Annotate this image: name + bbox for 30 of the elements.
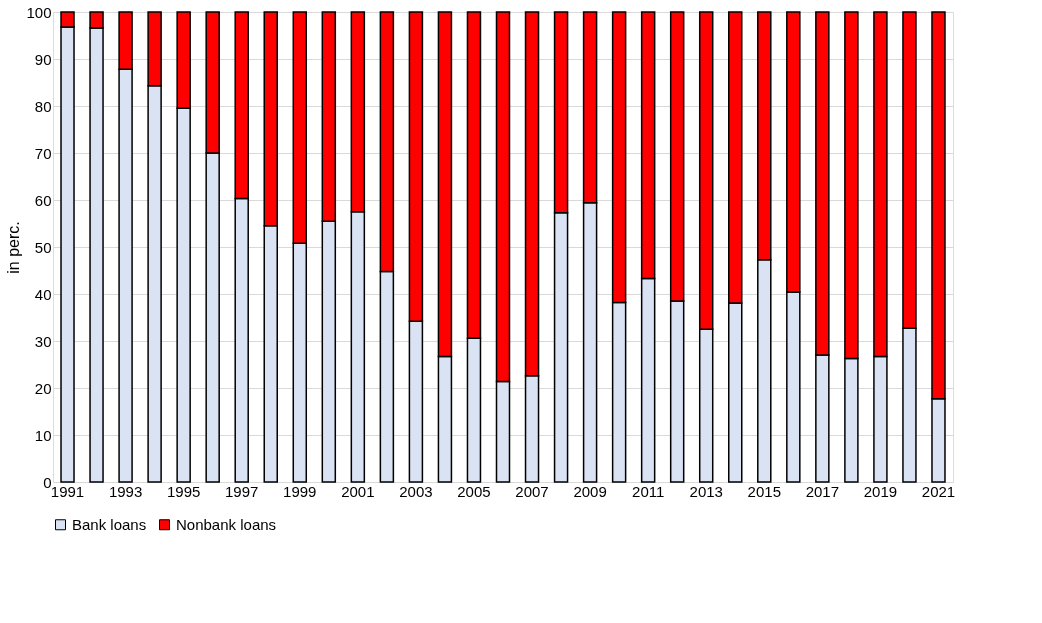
x-tick-label: 2013: [689, 482, 723, 500]
y-tick-label: 50: [34, 238, 52, 256]
x-tick-label: 2021: [921, 482, 956, 500]
legend-label: Nonbank loans: [176, 515, 277, 533]
x-tick-label: 1995: [166, 482, 201, 500]
y-tick-label: 30: [34, 332, 52, 350]
x-tick-label: 2017: [805, 482, 840, 500]
y-tick-label: 70: [34, 144, 52, 162]
y-tick-label: 20: [34, 379, 52, 397]
x-tick-label: 1991: [50, 482, 85, 500]
x-tick-label: 1997: [225, 482, 259, 500]
legend-label: Bank loans: [72, 515, 147, 533]
y-tick-label: 0: [43, 473, 52, 491]
y-tick-label: 60: [34, 191, 52, 209]
x-tick-label: 2003: [399, 482, 433, 500]
x-tick-label: 2011: [632, 482, 665, 500]
x-tick-label: 2007: [515, 482, 549, 500]
x-tick-label: 2009: [573, 482, 607, 500]
x-tick-label: 2015: [747, 482, 781, 500]
y-tick-label: 100: [26, 3, 52, 21]
y-tick-label: 90: [34, 50, 52, 68]
y-tick-label: 80: [34, 97, 52, 115]
x-tick-label: 2005: [457, 482, 491, 500]
x-tick-label: 2001: [341, 482, 375, 500]
y-tick-label: 40: [34, 285, 52, 303]
x-tick-label: 1999: [283, 482, 317, 500]
y-tick-label: 10: [34, 426, 52, 444]
y-axis-title: in perc.: [5, 221, 23, 274]
x-tick-label: 1993: [108, 482, 143, 500]
x-tick-label: 2019: [863, 482, 898, 500]
